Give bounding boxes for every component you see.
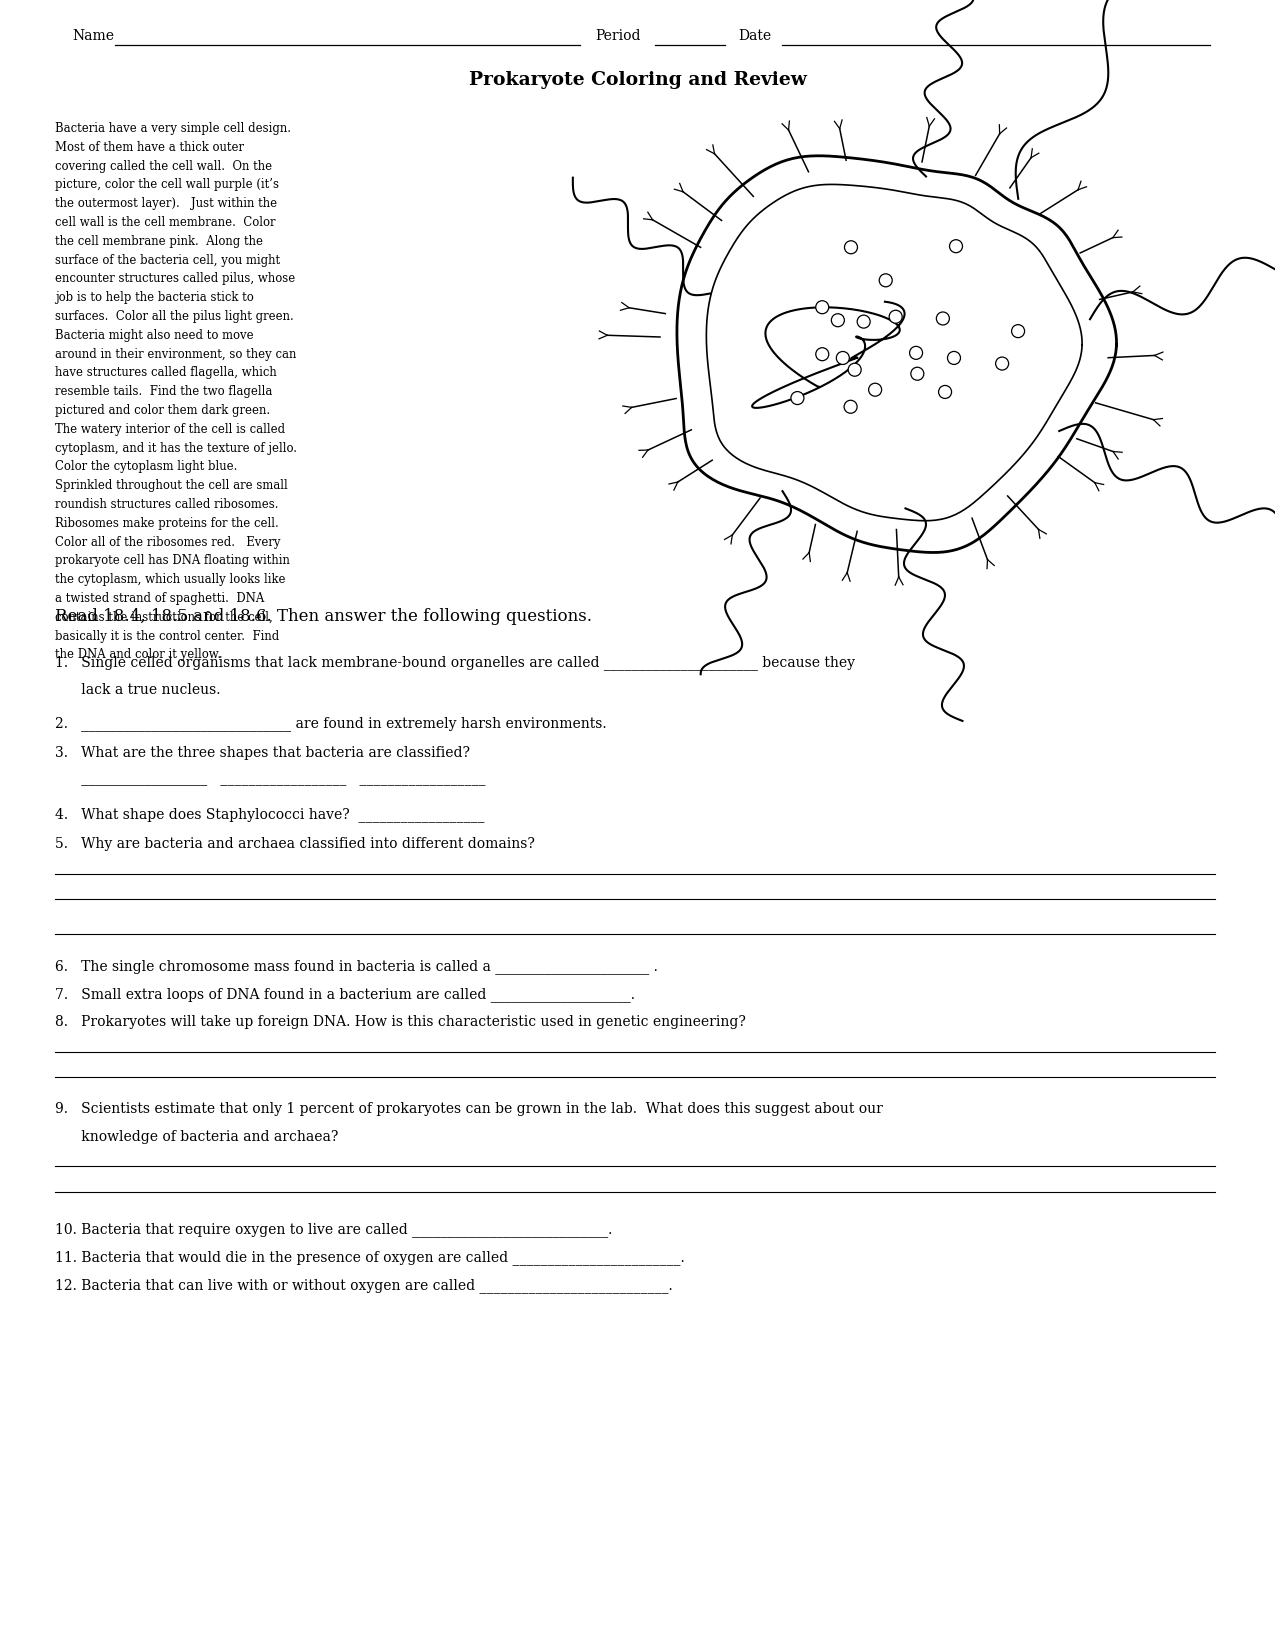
Circle shape [844, 241, 858, 254]
Circle shape [844, 401, 857, 412]
Circle shape [848, 363, 861, 376]
Text: surface of the bacteria cell, you might: surface of the bacteria cell, you might [55, 254, 280, 267]
Text: 7.   Small extra loops of DNA found in a bacterium are called __________________: 7. Small extra loops of DNA found in a b… [55, 987, 635, 1002]
Circle shape [868, 383, 881, 396]
Text: 10. Bacteria that require oxygen to live are called ____________________________: 10. Bacteria that require oxygen to live… [55, 1223, 612, 1238]
Text: knowledge of bacteria and archaea?: knowledge of bacteria and archaea? [55, 1130, 338, 1143]
Circle shape [910, 368, 924, 380]
Text: Color all of the ribosomes red.   Every: Color all of the ribosomes red. Every [55, 536, 280, 548]
Text: Bacteria might also need to move: Bacteria might also need to move [55, 328, 254, 342]
Circle shape [889, 310, 903, 323]
Text: roundish structures called ribosomes.: roundish structures called ribosomes. [55, 498, 278, 512]
Text: picture, color the cell wall purple (it’s: picture, color the cell wall purple (it’… [55, 178, 279, 191]
Text: Sprinkled throughout the cell are small: Sprinkled throughout the cell are small [55, 478, 288, 492]
Text: lack a true nucleus.: lack a true nucleus. [55, 683, 221, 696]
Text: cell wall is the cell membrane.  Color: cell wall is the cell membrane. Color [55, 216, 275, 229]
Circle shape [836, 351, 849, 365]
Text: the DNA and color it yellow.: the DNA and color it yellow. [55, 648, 221, 662]
Text: The watery interior of the cell is called: The watery interior of the cell is calle… [55, 422, 286, 436]
Text: 1.   Single celled organisms that lack membrane-bound organelles are called ____: 1. Single celled organisms that lack mem… [55, 655, 856, 670]
Circle shape [947, 351, 960, 365]
Circle shape [880, 274, 892, 287]
Text: basically it is the control center.  Find: basically it is the control center. Find [55, 630, 279, 642]
Text: have structures called flagella, which: have structures called flagella, which [55, 366, 277, 380]
Circle shape [831, 314, 844, 327]
Circle shape [1011, 325, 1025, 338]
Text: Period: Period [595, 30, 640, 43]
Text: Read 18.4, 18.5 and 18.6. Then answer the following questions.: Read 18.4, 18.5 and 18.6. Then answer th… [55, 607, 592, 625]
Text: contains the instructions for the cell,: contains the instructions for the cell, [55, 610, 273, 624]
Text: resemble tails.  Find the two flagella: resemble tails. Find the two flagella [55, 384, 273, 398]
Text: the cytoplasm, which usually looks like: the cytoplasm, which usually looks like [55, 573, 286, 586]
Text: Most of them have a thick outer: Most of them have a thick outer [55, 140, 244, 153]
Text: __________________   __________________   __________________: __________________ __________________ __… [55, 771, 486, 785]
Circle shape [996, 356, 1009, 370]
Text: Prokaryote Coloring and Review: Prokaryote Coloring and Review [469, 71, 806, 89]
Circle shape [909, 346, 923, 360]
Text: 8.   Prokaryotes will take up foreign DNA. How is this characteristic used in ge: 8. Prokaryotes will take up foreign DNA.… [55, 1015, 746, 1030]
Text: the outermost layer).   Just within the: the outermost layer). Just within the [55, 198, 277, 210]
Text: 5.   Why are bacteria and archaea classified into different domains?: 5. Why are bacteria and archaea classifi… [55, 837, 536, 851]
Text: 6.   The single chromosome mass found in bacteria is called a __________________: 6. The single chromosome mass found in b… [55, 959, 658, 974]
Text: 3.   What are the three shapes that bacteria are classified?: 3. What are the three shapes that bacter… [55, 746, 470, 761]
Text: Date: Date [738, 30, 771, 43]
Text: 9.   Scientists estimate that only 1 percent of prokaryotes can be grown in the : 9. Scientists estimate that only 1 perce… [55, 1102, 882, 1115]
Text: job is to help the bacteria stick to: job is to help the bacteria stick to [55, 290, 254, 304]
Polygon shape [677, 155, 1117, 553]
Text: surfaces.  Color all the pilus light green.: surfaces. Color all the pilus light gree… [55, 310, 293, 323]
Text: Bacteria have a very simple cell design.: Bacteria have a very simple cell design. [55, 122, 291, 135]
Text: a twisted strand of spaghetti.  DNA: a twisted strand of spaghetti. DNA [55, 592, 264, 606]
Circle shape [816, 300, 829, 314]
Text: encounter structures called pilus, whose: encounter structures called pilus, whose [55, 272, 296, 285]
Text: Color the cytoplasm light blue.: Color the cytoplasm light blue. [55, 460, 237, 474]
Text: Ribosomes make proteins for the cell.: Ribosomes make proteins for the cell. [55, 516, 279, 530]
Text: pictured and color them dark green.: pictured and color them dark green. [55, 404, 270, 417]
Text: 4.   What shape does Staphylococci have?  __________________: 4. What shape does Staphylococci have? _… [55, 807, 484, 822]
Circle shape [936, 312, 950, 325]
Text: 11. Bacteria that would die in the presence of oxygen are called _______________: 11. Bacteria that would die in the prese… [55, 1251, 685, 1266]
Text: covering called the cell wall.  On the: covering called the cell wall. On the [55, 160, 272, 173]
Polygon shape [706, 185, 1082, 521]
Text: 12. Bacteria that can live with or without oxygen are called ___________________: 12. Bacteria that can live with or witho… [55, 1279, 673, 1294]
Circle shape [857, 315, 870, 328]
Text: the cell membrane pink.  Along the: the cell membrane pink. Along the [55, 234, 263, 248]
Circle shape [938, 386, 951, 398]
Circle shape [816, 348, 829, 361]
Circle shape [790, 391, 805, 404]
Text: 2.   ______________________________ are found in extremely harsh environments.: 2. ______________________________ are fo… [55, 716, 607, 731]
Text: around in their environment, so they can: around in their environment, so they can [55, 348, 296, 361]
Text: cytoplasm, and it has the texture of jello.: cytoplasm, and it has the texture of jel… [55, 442, 297, 455]
Text: Name: Name [71, 30, 113, 43]
Text: prokaryote cell has DNA floating within: prokaryote cell has DNA floating within [55, 554, 289, 568]
Circle shape [950, 239, 963, 252]
